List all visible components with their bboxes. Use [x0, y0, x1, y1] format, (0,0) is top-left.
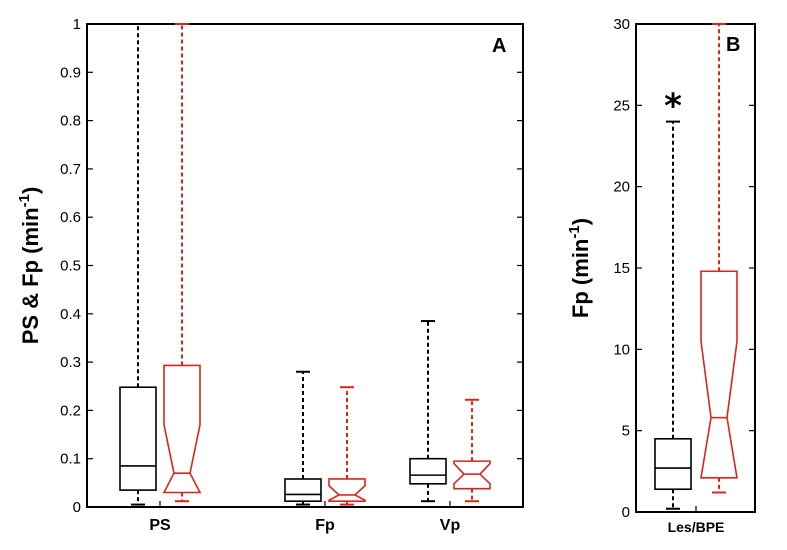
panel-b-y-axis-title: Fp (min-1)	[566, 218, 593, 318]
significance-asterisk: *	[664, 87, 682, 127]
y-tick-label: 0.2	[60, 402, 81, 419]
y-tick-label: 0	[622, 504, 630, 521]
panel-b-axes-frame	[635, 23, 756, 513]
panel-a-y-axis: 0 0.1 0.2 0.3 0.4 0.5 0.6 0.7 0.8 0.9 1	[60, 16, 523, 516]
panel-a-axes-frame	[86, 23, 524, 508]
y-tick-label: 0	[73, 499, 81, 516]
notched-box	[328, 478, 366, 503]
box	[119, 386, 157, 491]
panel-a-boxes	[119, 23, 491, 506]
notched-box	[453, 460, 491, 490]
notched-box	[700, 270, 738, 479]
panel-a-y-axis-title: PS & Fp (min-1)	[16, 187, 43, 345]
panel-b-category-label: Les/BPE	[668, 519, 725, 535]
panel-a: 0 0.1 0.2 0.3 0.4 0.5 0.6 0.7 0.8 0.9 1 A PS & Fp …	[16, 16, 524, 534]
panel-b-label: B	[726, 34, 740, 56]
y-tick-label: 0.7	[60, 161, 81, 178]
box	[654, 437, 692, 491]
y-tick-label: 1	[73, 16, 81, 33]
panel-a-label: A	[492, 35, 506, 57]
y-tick-label: 30	[613, 16, 630, 33]
panel-b-y-axis-title-close: )	[568, 218, 593, 225]
box	[284, 478, 322, 503]
y-tick-label: 20	[613, 179, 630, 196]
y-tick-label: 0.5	[60, 258, 81, 275]
panel-a-category-label: Fp	[315, 517, 335, 534]
panel-a-y-axis-title-sup: -1	[16, 194, 33, 207]
y-tick-label: 0.8	[60, 113, 81, 130]
notched-box	[162, 364, 202, 494]
panel-b: 0 5 10 15 20 25 30 B * Fp (min-1) Les/BPE	[566, 16, 756, 535]
y-tick-label: 0.6	[60, 209, 81, 226]
panel-b-boxes	[654, 23, 738, 510]
panel-a-y-axis-title-main: PS & Fp (min	[18, 207, 43, 344]
panel-a-category-label: Vp	[440, 517, 461, 534]
panel-b-y-axis: 0 5 10 15 20 25 30	[613, 16, 755, 521]
panel-a-y-axis-title-close: )	[18, 187, 43, 194]
y-tick-label: 10	[613, 341, 630, 358]
panel-b-y-axis-title-main: Fp (min	[568, 239, 593, 318]
y-tick-label: 0.3	[60, 354, 81, 371]
y-tick-label: 15	[613, 260, 630, 277]
y-tick-label: 25	[613, 97, 630, 114]
panel-b-y-axis-title-sup: -1	[566, 225, 583, 238]
y-tick-label: 0.1	[60, 451, 81, 468]
y-tick-label: 5	[622, 423, 630, 440]
y-tick-label: 0.4	[60, 306, 81, 323]
y-tick-label: 0.9	[60, 64, 81, 81]
box	[409, 457, 447, 485]
panel-a-category-label: PS	[149, 517, 171, 534]
